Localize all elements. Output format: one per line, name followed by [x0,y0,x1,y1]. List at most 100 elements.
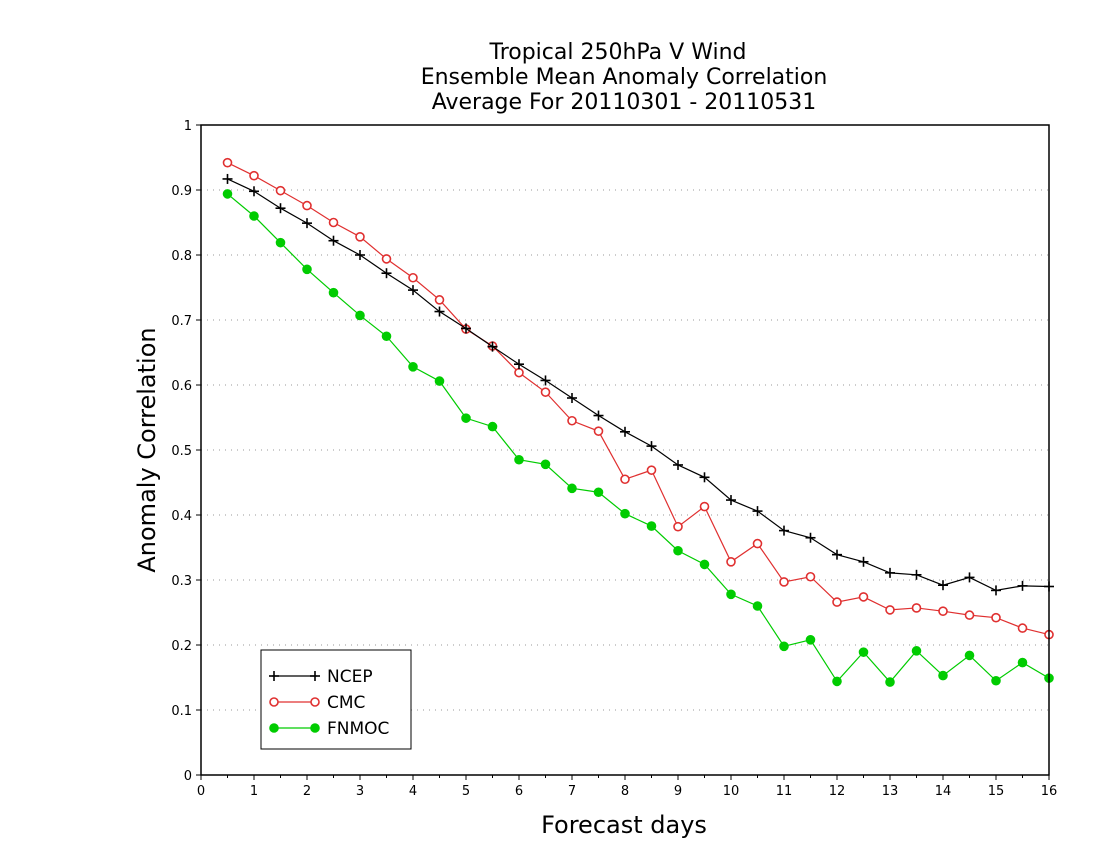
series-ncep-point [567,393,577,403]
series-fnmoc-point [805,635,816,645]
series-ncep-point [885,567,895,578]
legend-marker [269,723,279,733]
series-fnmoc-point [699,559,710,570]
legend-label-cmc: CMC [327,693,365,713]
x-tick-label: 6 [515,784,523,799]
series-cmc-point [646,465,657,475]
x-tick-label: 5 [462,784,470,799]
legend-item-fnmoc: FNMOC [269,719,389,739]
series-cmc-point [540,387,551,397]
series-ncep-point [222,173,233,184]
y-tick-label: 0.3 [171,574,192,589]
series-cmc-point [779,577,789,587]
y-tick-label: 0.4 [171,509,192,524]
series-cmc-point [514,367,524,378]
y-tick-label: 0.2 [171,639,192,654]
x-tick-label: 4 [409,784,417,799]
legend-label-ncep: NCEP [327,667,373,687]
series-ncep-point [328,235,339,246]
x-tick-label: 13 [882,784,899,799]
y-tick-label: 0.8 [171,249,192,264]
series-cmc-point [249,170,259,181]
legend-item-cmc: CMC [269,693,365,713]
y-tick-label: 0.9 [171,184,192,199]
series-fnmoc-point [302,264,312,275]
series-cmc-point [567,415,577,426]
series-ncep-point [646,441,657,452]
series-cmc-point [832,597,842,607]
legend-marker [269,671,279,681]
series-ncep-point [249,186,259,197]
series-ncep-point [779,525,789,536]
series-cmc-point [991,612,1001,623]
x-tick-label: 9 [674,784,682,799]
series-ncep-point [1017,580,1028,591]
series-cmc-point [752,538,763,549]
series-ncep-point [964,572,975,583]
series-ncep-point [673,459,683,470]
series-ncep-point [938,580,948,591]
series-ncep-point [805,532,816,543]
x-tick-label: 10 [723,784,740,799]
series-fnmoc-point [991,675,1001,686]
series-fnmoc-point [249,211,259,221]
legend-marker [269,697,279,707]
legend-marker [310,697,320,707]
series-fnmoc-point [752,601,763,611]
series-cmc-point [964,610,975,620]
series-fnmoc-point [328,287,339,298]
series-ncep-point [355,250,365,260]
x-tick-label: 14 [935,784,952,799]
series-ncep-point [858,556,869,567]
series-ncep-point [487,341,498,352]
series-fnmoc-point [487,421,498,432]
x-tick-label: 0 [197,784,205,799]
x-tick-label: 7 [568,784,576,799]
series-cmc-point [805,571,816,582]
chart-title-line-2: Ensemble Mean Anomaly Correlation [421,65,828,90]
legend-marker [310,671,320,681]
series-ncep-point [514,359,524,370]
x-tick-label: 15 [988,784,1005,799]
series-fnmoc-point [911,646,922,656]
series-ncep-point [461,323,471,334]
series-ncep-point [593,410,604,421]
series-cmc-point [328,217,339,228]
series-fnmoc-point [779,641,789,652]
y-tick-label: 1 [184,119,192,134]
series-ncep-point [540,375,551,386]
series-ncep-point [620,426,630,437]
series-ncep-point [699,472,710,483]
series-ncep-point [991,585,1001,596]
y-tick-label: 0.7 [171,314,192,329]
legend-label-fnmoc: FNMOC [327,719,389,739]
x-tick-label: 1 [250,784,258,799]
series-fnmoc-point [593,487,604,498]
x-tick-label: 12 [829,784,846,799]
series-cmc-point [699,501,710,512]
series-ncep-point [408,285,418,296]
series-fnmoc-point [275,237,286,248]
x-tick-label: 8 [621,784,629,799]
x-tick-label: 2 [303,784,311,799]
series-fnmoc-point [567,483,577,494]
series-cmc-point [1017,623,1028,633]
series-fnmoc-point [514,454,524,465]
y-axis-label: Anomaly Correlation [133,327,161,572]
y-tick-label: 0.5 [171,444,192,459]
gridlines [201,189,1049,711]
series-fnmoc-point [434,376,445,386]
series-fnmoc-point [1017,657,1028,668]
plot-frame [200,124,1050,776]
series-cmc-point [302,200,312,211]
series-fnmoc-point [885,677,895,687]
series-fnmoc-point [620,508,630,519]
axis-ticks: 00.10.20.30.40.50.60.70.80.910 1 2 3 4 5 6 7 8 9 1… [171,119,1057,799]
legend-box [260,649,412,750]
legend-item-ncep: NCEP [269,667,373,687]
series-fnmoc-point [408,362,418,372]
chart-title-line-3: Average For 20110301 - 20110531 [432,90,817,115]
series-fnmoc-point [726,589,736,600]
y-tick-label: 0 [184,769,192,784]
series-cmc-point [858,592,869,602]
